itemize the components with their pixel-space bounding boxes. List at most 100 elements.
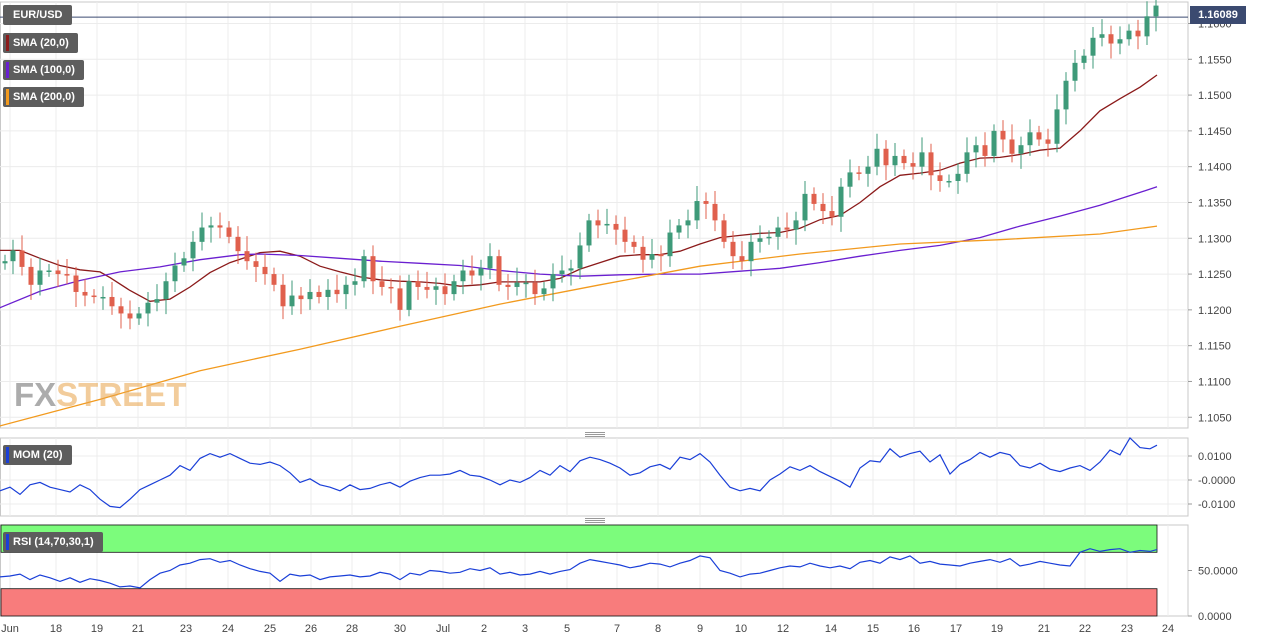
- candle-body: [55, 270, 61, 275]
- x-tick-label: 14: [825, 623, 837, 635]
- legend-sma100[interactable]: SMA (100,0): [3, 60, 84, 80]
- pane-resize-handle[interactable]: [585, 518, 605, 523]
- candle-body: [514, 282, 520, 287]
- candle-body: [19, 250, 25, 267]
- pane-resize-handle[interactable]: [585, 432, 605, 437]
- candle-body: [262, 266, 268, 275]
- candle-body: [1081, 55, 1087, 63]
- legend-sma200[interactable]: SMA (200,0): [3, 87, 84, 107]
- candle-body: [298, 295, 304, 300]
- candle-body: [532, 282, 538, 295]
- candle-body: [667, 232, 673, 257]
- candle-body: [847, 172, 853, 187]
- candle-body: [478, 268, 484, 276]
- candle-body: [2, 261, 8, 264]
- candle-body: [118, 306, 124, 314]
- candle-body: [28, 266, 34, 285]
- y-tick-label: 0.0100: [1198, 451, 1232, 463]
- candle-body: [685, 220, 691, 226]
- x-tick-label: 15: [867, 623, 879, 635]
- x-tick-label: 19: [991, 623, 1003, 635]
- candle-body: [1153, 5, 1159, 17]
- x-tick-label: 10: [735, 623, 747, 635]
- candle-body: [280, 284, 286, 307]
- candle-body: [226, 227, 232, 237]
- candle-body: [379, 281, 385, 287]
- candle-body: [73, 275, 79, 292]
- candle-body: [469, 270, 475, 276]
- candle-body: [217, 225, 223, 228]
- candle-body: [640, 246, 646, 260]
- candle-body: [37, 270, 43, 285]
- candle-body: [622, 229, 628, 242]
- fxstreet-logo: FXSTREET: [14, 376, 187, 413]
- candle-body: [181, 258, 187, 266]
- candle-body: [1144, 16, 1150, 37]
- candle-body: [748, 241, 754, 262]
- legend-sma20[interactable]: SMA (20,0): [3, 33, 78, 53]
- candle-body: [838, 186, 844, 217]
- candle-body: [604, 223, 610, 226]
- x-tick-label: 9: [697, 623, 703, 635]
- candle-body: [82, 291, 88, 296]
- candle-body: [937, 175, 943, 181]
- legend-mom[interactable]: MOM (20): [3, 445, 72, 465]
- x-tick-label: Jul: [436, 623, 450, 635]
- candle-body: [1036, 132, 1042, 140]
- y-tick-label: 1.1450: [1198, 126, 1232, 138]
- candle-body: [784, 227, 790, 230]
- candle-body: [46, 270, 52, 272]
- candle-body: [919, 152, 925, 167]
- candle-body: [946, 180, 952, 183]
- candle-body: [325, 289, 331, 297]
- candle-body: [586, 220, 592, 246]
- candle-body: [145, 302, 151, 314]
- candle-body: [235, 236, 241, 252]
- candle-body: [289, 295, 295, 307]
- y-tick-label: 0.0000: [1198, 611, 1232, 623]
- instrument-tag[interactable]: EUR/USD: [3, 5, 72, 25]
- x-tick-label: 23: [1121, 623, 1133, 635]
- x-tick-label: 30: [394, 623, 406, 635]
- candle-body: [1000, 130, 1006, 140]
- candle-body: [631, 241, 637, 247]
- candle-body: [730, 241, 736, 257]
- candle-body: [370, 256, 376, 282]
- candle-body: [910, 163, 916, 167]
- candle-body: [208, 225, 214, 228]
- x-tick-label: 19: [91, 623, 103, 635]
- candle-body: [1090, 37, 1096, 56]
- candle-body: [64, 274, 70, 276]
- candle-body: [352, 281, 358, 285]
- candle-body: [1072, 62, 1078, 81]
- candle-body: [973, 145, 979, 153]
- legend-rsi[interactable]: RSI (14,70,30,1): [3, 532, 103, 552]
- x-tick-label: 17: [950, 623, 962, 635]
- y-tick-label: 1.1050: [1198, 412, 1232, 424]
- candle-body: [1063, 80, 1069, 110]
- candle-body: [334, 289, 340, 295]
- rsi-bands: [0, 524, 1158, 617]
- candle-body: [424, 286, 430, 290]
- candle-body: [775, 227, 781, 237]
- pane-frame: [0, 437, 1189, 517]
- y-tick-label: -0.0100: [1198, 499, 1235, 511]
- x-tick-label: 25: [264, 623, 276, 635]
- oscillator-lines: [0, 437, 1158, 589]
- x-tick-label: 8: [655, 623, 661, 635]
- candle-body: [127, 313, 133, 319]
- candle-body: [433, 286, 439, 290]
- candle-body: [802, 193, 808, 221]
- candle-body: [253, 261, 259, 267]
- candle-body: [811, 193, 817, 204]
- x-tick-label: 7: [614, 623, 620, 635]
- y-tick-label: 1.1100: [1198, 376, 1231, 388]
- x-tick-label: 18: [50, 623, 62, 635]
- candle-body: [856, 172, 862, 174]
- candle-body: [676, 225, 682, 233]
- candle-body: [613, 223, 619, 230]
- candle-body: [865, 166, 871, 174]
- candle-body: [1126, 30, 1132, 40]
- candle-body: [154, 299, 160, 303]
